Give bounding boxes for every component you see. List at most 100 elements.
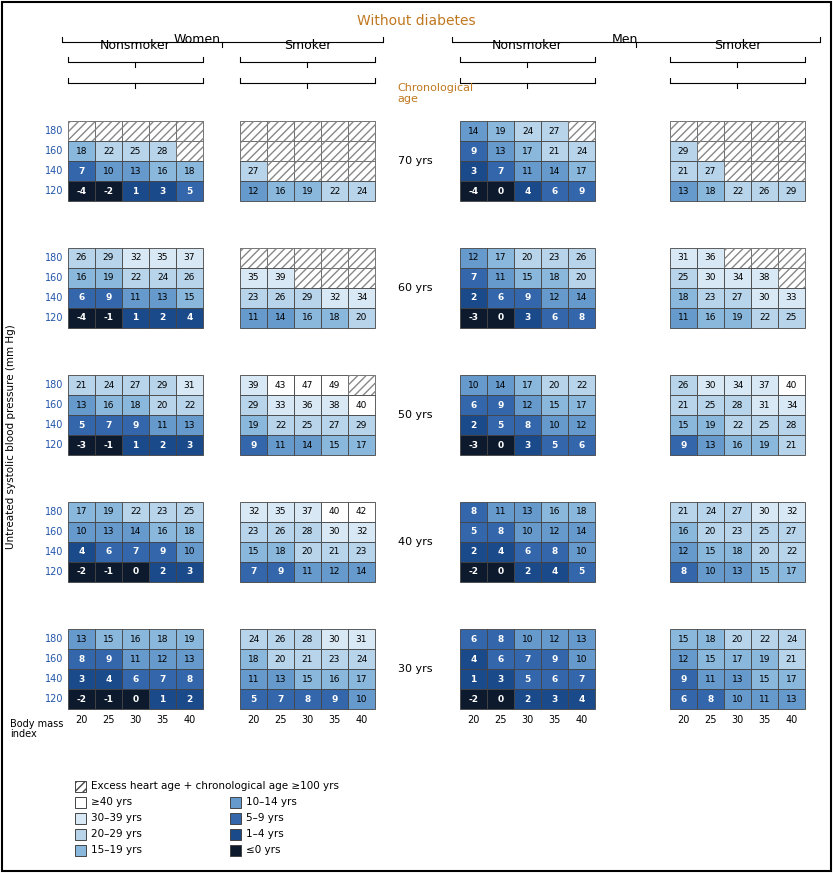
Bar — [95, 522, 122, 542]
Bar — [487, 562, 514, 582]
Bar — [294, 629, 321, 649]
Text: 20: 20 — [302, 547, 313, 556]
Text: 8: 8 — [551, 547, 557, 556]
Bar — [240, 181, 267, 201]
Bar — [95, 395, 122, 415]
Text: 19: 19 — [759, 441, 771, 450]
Bar — [568, 268, 595, 288]
Bar — [149, 669, 176, 689]
Text: 23: 23 — [705, 293, 716, 303]
Text: -1: -1 — [103, 695, 113, 704]
Text: 120: 120 — [44, 440, 63, 450]
Bar — [176, 248, 203, 268]
Text: 20: 20 — [75, 715, 87, 725]
Text: 11: 11 — [130, 655, 142, 663]
Text: 19: 19 — [302, 187, 313, 196]
Bar — [176, 522, 203, 542]
Text: 3: 3 — [187, 441, 192, 450]
Bar — [75, 780, 86, 792]
Bar — [240, 288, 267, 308]
Bar — [68, 141, 95, 161]
Text: 4: 4 — [524, 187, 531, 196]
Text: 30: 30 — [759, 293, 771, 303]
Text: 30: 30 — [705, 381, 716, 389]
Text: -1: -1 — [103, 441, 113, 450]
Bar — [122, 435, 149, 455]
Bar — [68, 689, 95, 709]
Bar — [348, 121, 375, 141]
Text: -4: -4 — [468, 187, 479, 196]
Bar — [267, 689, 294, 709]
Bar — [122, 248, 149, 268]
Text: 20: 20 — [467, 715, 480, 725]
Text: 35: 35 — [157, 253, 168, 263]
Text: 3: 3 — [471, 167, 476, 175]
Text: 35: 35 — [548, 715, 561, 725]
Bar — [568, 562, 595, 582]
Bar — [149, 288, 176, 308]
Bar — [487, 248, 514, 268]
Bar — [321, 502, 348, 522]
Text: 13: 13 — [184, 655, 195, 663]
Bar — [697, 288, 724, 308]
Text: 7: 7 — [132, 547, 138, 556]
Bar — [460, 669, 487, 689]
Text: 25: 25 — [678, 273, 689, 283]
Text: 15: 15 — [549, 401, 561, 409]
Bar — [95, 542, 122, 562]
Text: 180: 180 — [45, 126, 63, 136]
Text: Smoker: Smoker — [284, 39, 332, 52]
Text: -1: -1 — [103, 313, 113, 322]
Text: 16: 16 — [130, 635, 142, 643]
Text: 49: 49 — [329, 381, 340, 389]
Bar — [514, 435, 541, 455]
Bar — [294, 375, 321, 395]
Bar — [240, 375, 267, 395]
Bar — [751, 161, 778, 181]
Text: 8: 8 — [497, 635, 504, 643]
Bar — [751, 522, 778, 542]
Text: 25: 25 — [705, 401, 716, 409]
Bar — [176, 268, 203, 288]
Text: 18: 18 — [76, 147, 87, 155]
Text: 5: 5 — [78, 421, 85, 430]
Bar — [514, 669, 541, 689]
Bar — [460, 689, 487, 709]
Bar — [95, 435, 122, 455]
Bar — [697, 375, 724, 395]
Bar — [724, 181, 751, 201]
Bar — [176, 502, 203, 522]
Text: 16: 16 — [705, 313, 716, 322]
Bar — [670, 161, 697, 181]
Text: 120: 120 — [44, 567, 63, 577]
Text: 9: 9 — [105, 655, 112, 663]
Text: 9: 9 — [250, 441, 257, 450]
Text: 15: 15 — [247, 547, 259, 556]
Bar — [122, 689, 149, 709]
Text: 9: 9 — [277, 567, 284, 576]
Text: 15: 15 — [302, 675, 313, 684]
Bar — [149, 248, 176, 268]
Bar — [348, 375, 375, 395]
Text: 22: 22 — [130, 273, 141, 283]
Bar — [460, 562, 487, 582]
Text: index: index — [10, 729, 37, 739]
Text: -2: -2 — [77, 567, 87, 576]
Text: 16: 16 — [275, 187, 287, 196]
Bar — [487, 395, 514, 415]
Text: 18: 18 — [549, 273, 561, 283]
Bar — [697, 669, 724, 689]
Text: 6: 6 — [471, 401, 476, 409]
Bar — [176, 689, 203, 709]
Text: 34: 34 — [786, 401, 797, 409]
Bar — [541, 121, 568, 141]
Text: 18: 18 — [329, 313, 340, 322]
Bar — [514, 542, 541, 562]
Text: 38: 38 — [759, 273, 771, 283]
Bar — [751, 141, 778, 161]
Text: 18: 18 — [130, 401, 142, 409]
Text: 25: 25 — [759, 421, 771, 430]
Text: 40: 40 — [786, 715, 798, 725]
Text: 14: 14 — [468, 127, 479, 135]
Bar — [176, 395, 203, 415]
